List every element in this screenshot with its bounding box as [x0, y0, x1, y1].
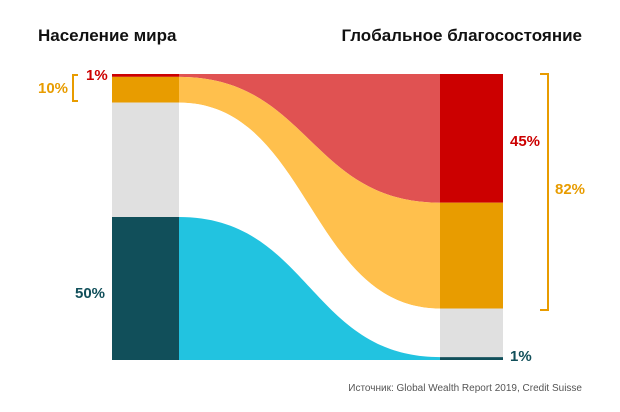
left-bar-top-one-percent — [112, 74, 179, 77]
source-note: Источник: Global Wealth Report 2019, Cre… — [348, 383, 582, 394]
left-title: Население мира — [38, 26, 177, 45]
left-bar-next-nine-percent — [112, 76, 179, 103]
right-bar-bottom-fifty-percent — [440, 357, 503, 360]
flow-middle-forty-percent — [179, 102, 440, 358]
right-bar-middle-forty-percent — [440, 308, 503, 358]
flow-bands — [179, 74, 440, 360]
right-bracket — [540, 73, 549, 311]
flow-next-nine-percent — [179, 76, 440, 309]
label-right-top-45-percent: 45% — [510, 133, 540, 150]
left-bar-middle-forty-percent — [112, 102, 179, 217]
right-title: Глобальное благосостояние — [341, 26, 582, 45]
label-right-bracket-82-percent: 82% — [555, 181, 585, 198]
right-bar-top-one-percent — [440, 74, 503, 203]
right-bar-next-nine-percent — [440, 202, 503, 309]
flow-bottom-fifty-percent — [179, 217, 440, 360]
stacked-bars — [112, 74, 503, 360]
left-bracket — [72, 74, 78, 102]
flow-top-one-percent — [179, 74, 440, 203]
label-right-bottom-1-percent: 1% — [510, 348, 532, 365]
label-left-bottom-50-percent: 50% — [75, 285, 105, 302]
label-left-bracket-10-percent: 10% — [38, 80, 68, 97]
label-left-top-1-percent: 1% — [86, 67, 108, 84]
left-bar-bottom-fifty-percent — [112, 217, 179, 360]
